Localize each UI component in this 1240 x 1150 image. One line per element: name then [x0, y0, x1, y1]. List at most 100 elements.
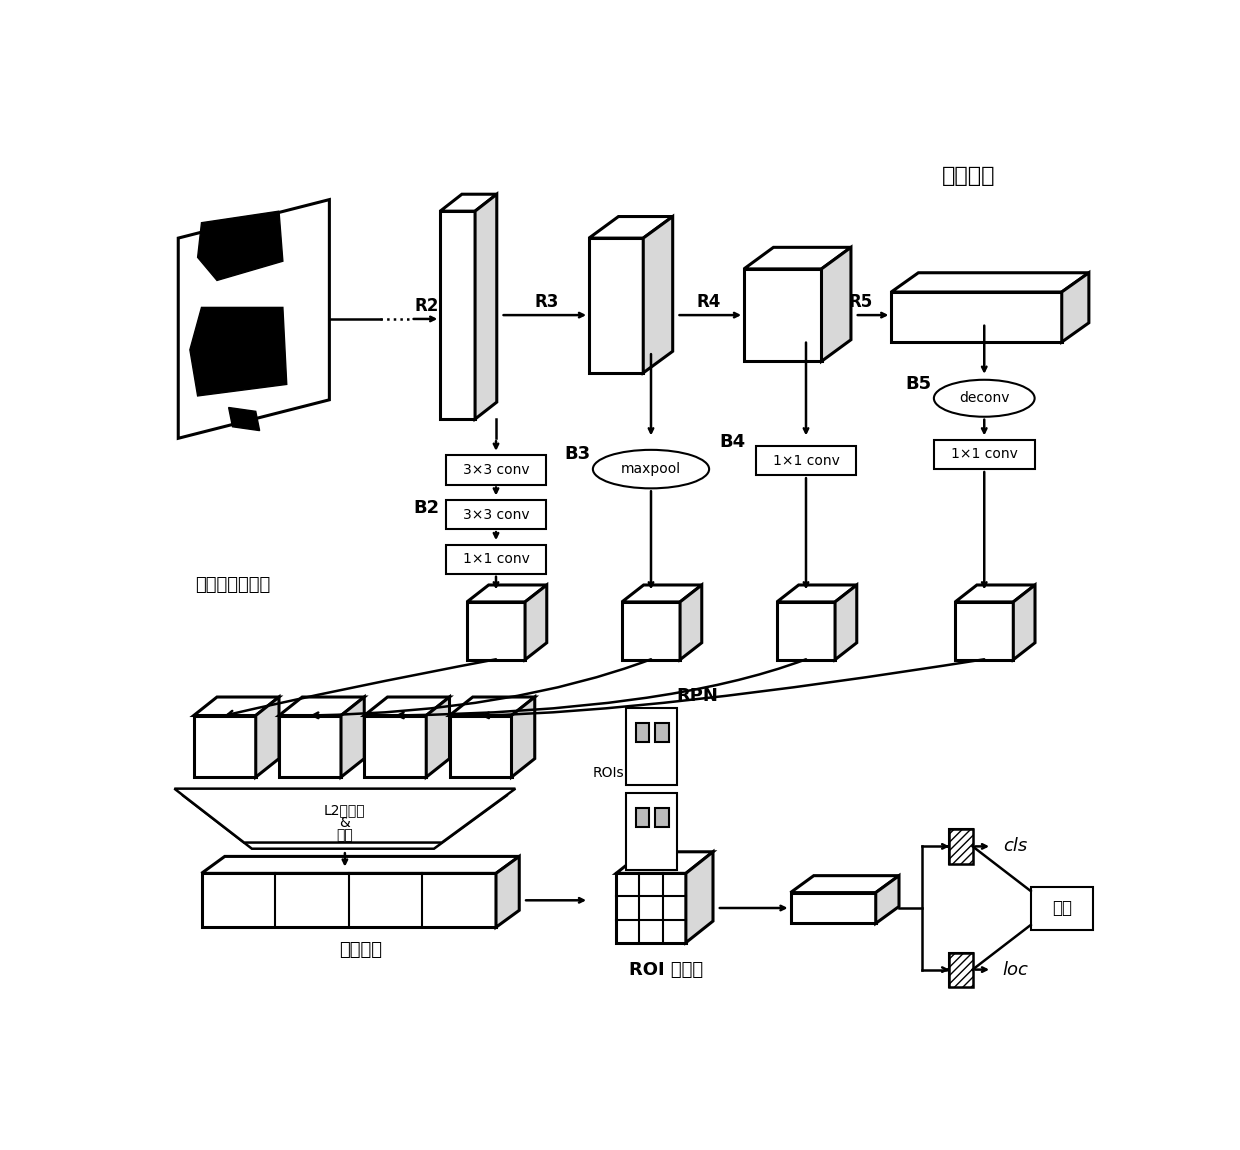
Text: 输出: 输出 [1052, 899, 1071, 917]
Polygon shape [255, 697, 279, 777]
Bar [655, 723, 668, 743]
Text: R2: R2 [414, 297, 439, 315]
Polygon shape [955, 601, 1013, 660]
Polygon shape [589, 238, 644, 373]
Polygon shape [193, 715, 255, 777]
Text: 1×1 conv: 1×1 conv [951, 447, 1018, 461]
Text: 多特征融合网络: 多特征融合网络 [195, 576, 270, 593]
Polygon shape [201, 857, 520, 873]
Polygon shape [175, 789, 516, 843]
Bar [655, 808, 668, 827]
Polygon shape [622, 601, 680, 660]
Polygon shape [892, 273, 1089, 292]
Bar [950, 952, 972, 988]
Polygon shape [279, 697, 365, 715]
Polygon shape [616, 852, 713, 873]
Polygon shape [440, 212, 475, 419]
Polygon shape [365, 697, 449, 715]
Polygon shape [791, 875, 899, 892]
Text: R3: R3 [534, 293, 558, 310]
FancyArrowPatch shape [398, 659, 806, 718]
Text: ROIs: ROIs [593, 766, 624, 780]
Polygon shape [201, 873, 496, 927]
Polygon shape [279, 715, 341, 777]
Bar [755, 446, 857, 475]
Bar [635, 808, 650, 827]
Polygon shape [1013, 585, 1035, 660]
Ellipse shape [934, 380, 1034, 416]
Polygon shape [744, 247, 851, 269]
Polygon shape [365, 715, 427, 777]
Text: 基准网络: 基准网络 [942, 167, 996, 186]
Text: B5: B5 [905, 375, 931, 393]
Text: RPN: RPN [677, 688, 718, 705]
Bar [934, 439, 1034, 469]
Bar [1216, 897, 1240, 961]
Bar [950, 952, 972, 988]
Polygon shape [449, 715, 511, 777]
Polygon shape [197, 212, 283, 281]
Polygon shape [791, 892, 875, 923]
Polygon shape [1168, 791, 1236, 838]
Text: L2标准化: L2标准化 [324, 803, 366, 818]
Polygon shape [525, 585, 547, 660]
Text: ROI 池化层: ROI 池化层 [630, 960, 703, 979]
FancyArrowPatch shape [227, 659, 496, 716]
Text: loc: loc [1002, 960, 1028, 979]
Polygon shape [589, 216, 672, 238]
Text: 1×1 conv: 1×1 conv [463, 552, 529, 566]
Polygon shape [341, 697, 365, 777]
Polygon shape [467, 585, 547, 601]
Polygon shape [179, 200, 330, 438]
Text: R4: R4 [697, 293, 722, 310]
Polygon shape [622, 585, 702, 601]
Polygon shape [616, 873, 686, 943]
Bar [626, 707, 677, 784]
Polygon shape [875, 875, 899, 923]
Polygon shape [892, 292, 1061, 342]
Polygon shape [1233, 793, 1240, 866]
Text: 多级特征: 多级特征 [339, 942, 382, 959]
Bar [445, 455, 547, 484]
Polygon shape [467, 601, 525, 660]
Polygon shape [475, 194, 497, 419]
Text: B2: B2 [413, 499, 439, 516]
FancyArrowPatch shape [312, 659, 651, 718]
Text: 1×1 conv: 1×1 conv [773, 453, 839, 468]
Text: 融合: 融合 [336, 828, 353, 842]
Polygon shape [190, 307, 286, 396]
Text: &: & [340, 815, 350, 829]
Polygon shape [835, 585, 857, 660]
Polygon shape [744, 269, 821, 361]
Polygon shape [777, 601, 835, 660]
Polygon shape [511, 697, 534, 777]
Polygon shape [228, 407, 259, 430]
Text: B3: B3 [564, 445, 590, 462]
Text: 3×3 conv: 3×3 conv [463, 462, 529, 477]
Polygon shape [644, 216, 672, 373]
FancyArrowPatch shape [484, 659, 985, 718]
Bar [950, 829, 972, 864]
Ellipse shape [593, 450, 709, 489]
Polygon shape [777, 585, 857, 601]
Polygon shape [449, 697, 534, 715]
Polygon shape [955, 585, 1035, 601]
Polygon shape [686, 852, 713, 943]
Text: deconv: deconv [959, 391, 1009, 405]
Text: maxpool: maxpool [621, 462, 681, 476]
Text: 3×3 conv: 3×3 conv [463, 507, 529, 522]
Bar [626, 792, 677, 869]
Bar [1167, 784, 1240, 969]
Polygon shape [427, 697, 449, 777]
Bar [950, 829, 972, 864]
Bar [445, 500, 547, 529]
Polygon shape [1061, 273, 1089, 342]
Polygon shape [182, 795, 507, 849]
Text: B4: B4 [719, 434, 745, 451]
Polygon shape [680, 585, 702, 660]
Polygon shape [821, 247, 851, 361]
Polygon shape [1216, 906, 1240, 960]
Bar [1030, 887, 1092, 929]
Bar [635, 723, 650, 743]
Polygon shape [440, 194, 497, 212]
